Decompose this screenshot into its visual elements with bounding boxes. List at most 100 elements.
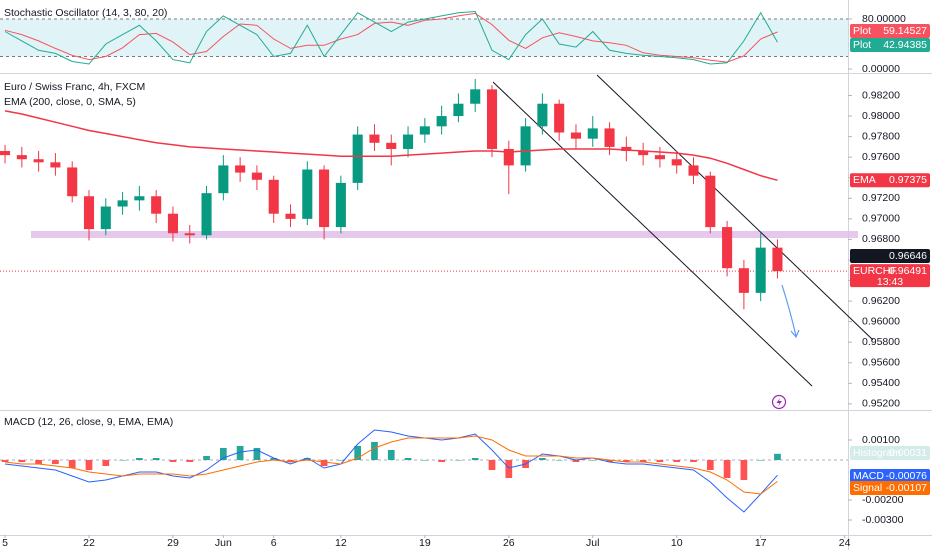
crosshair-label-bg	[850, 249, 930, 263]
histogram-bar	[706, 460, 714, 470]
candle-body	[33, 159, 44, 163]
histogram-bar	[757, 460, 765, 461]
histogram-bar	[337, 460, 345, 461]
band-fill	[0, 19, 848, 57]
histogram-bar	[404, 458, 412, 460]
series-line	[4, 10, 778, 65]
legend-box-value: -0.00076	[886, 470, 928, 482]
legend-box: Plot 42.94385	[850, 38, 930, 52]
legend-box-bg	[850, 469, 930, 483]
last-price-bg	[850, 264, 930, 288]
histogram-bar	[186, 460, 194, 462]
candle-body	[520, 126, 531, 166]
histogram-bar	[572, 460, 580, 462]
chart-subtitle: EMA (200, close, 0, SMA, 5)	[4, 96, 136, 108]
histogram-bar	[236, 446, 244, 460]
y-tick-label: 0.96000	[862, 315, 900, 327]
y-tick-label: 0.96800	[862, 233, 900, 245]
histogram-bar	[673, 460, 681, 462]
histogram-bar	[589, 460, 597, 461]
histogram-bar	[35, 460, 42, 464]
candle-body	[50, 162, 61, 168]
channel-line	[596, 74, 874, 341]
crosshair-label: 0.96646	[850, 249, 930, 263]
candle-body	[268, 179, 279, 214]
legend-box-bg	[850, 38, 930, 52]
histogram-bar	[774, 453, 781, 460]
legend-box-name: Plot	[853, 39, 871, 51]
x-tick-label: 5	[2, 537, 8, 549]
histogram-bar	[320, 460, 328, 466]
candle-body	[235, 165, 246, 173]
histogram-bar	[421, 460, 429, 461]
candle-body	[218, 165, 229, 194]
histogram-bar	[152, 458, 160, 460]
candle-body	[654, 155, 665, 160]
y-tick-label: 0.97000	[862, 213, 900, 225]
y-tick-label: -0.00200	[862, 494, 904, 506]
candle-body	[369, 134, 380, 143]
histogram-bar	[303, 458, 311, 460]
candle-body	[722, 227, 733, 269]
y-tick-label: 0.95200	[862, 398, 900, 410]
x-tick-label: 10	[671, 537, 683, 549]
y-tick-label: 0.97800	[862, 130, 900, 142]
legend-box: Signal -0.00107	[850, 481, 930, 495]
x-tick-label: 12	[335, 537, 347, 549]
x-tick-label: Jun	[215, 537, 232, 549]
histogram-bar	[354, 446, 362, 460]
histogram-bar	[723, 460, 731, 478]
legend-box-name: Histogram	[853, 447, 901, 459]
x-tick-label: 26	[503, 537, 515, 549]
ema-label: EMA 0.97375	[850, 173, 930, 188]
candle-body	[201, 193, 212, 236]
candle-body	[436, 116, 447, 127]
histogram-bar	[455, 460, 462, 461]
y-tick-label: 0.98000	[862, 110, 900, 122]
y-tick-label: 80.00000	[862, 13, 906, 25]
histogram-bar	[270, 458, 278, 460]
candle-body	[453, 103, 464, 117]
histogram-bar	[102, 460, 110, 466]
y-tick-label: -0.00300	[862, 514, 904, 526]
histogram-bar	[1, 460, 9, 462]
histogram-bar	[119, 460, 126, 461]
ema-label-value: 0.97375	[889, 174, 927, 186]
y-tick-label: 0.97200	[862, 192, 900, 204]
candle-body	[570, 132, 582, 139]
candle-body	[621, 146, 632, 152]
legend-box-value: 42.94385	[883, 39, 927, 51]
y-tick-label: 0.95400	[862, 377, 900, 389]
legend-box-name: Signal	[853, 482, 882, 494]
candle-body	[537, 103, 548, 127]
legend-box: MACD -0.00076	[850, 469, 930, 483]
event-icon[interactable]	[771, 394, 787, 410]
y-tick-label: 0.97600	[862, 151, 900, 163]
histogram-bar	[287, 460, 294, 462]
histogram-bar	[68, 460, 76, 468]
legend-box-name: Plot	[853, 25, 871, 37]
crosshair-label-value: 0.96646	[889, 250, 927, 262]
histogram-bar	[371, 442, 378, 460]
legend-box-bg	[850, 24, 930, 38]
candle-body	[419, 126, 430, 135]
y-tick-label: 0.00000	[862, 63, 900, 75]
channel-line	[492, 81, 813, 387]
x-tick-label: 6	[271, 537, 277, 549]
chart-title: Stochastic Oscillator (14, 3, 80, 20)	[4, 7, 167, 19]
histogram-bar	[639, 460, 647, 462]
histogram-bar	[169, 460, 177, 462]
candle-body	[403, 134, 414, 149]
candle-body	[100, 206, 111, 230]
candle-body	[184, 233, 195, 236]
x-tick-label: 22	[83, 537, 95, 549]
histogram-bar	[18, 460, 26, 462]
candle-body	[503, 148, 514, 166]
candle-body	[117, 200, 128, 207]
chart-title: Euro / Swiss Franc, 4h, FXCM	[4, 81, 145, 93]
histogram-bar	[656, 460, 664, 462]
histogram-bar	[203, 456, 210, 460]
histogram-bar	[606, 460, 613, 462]
